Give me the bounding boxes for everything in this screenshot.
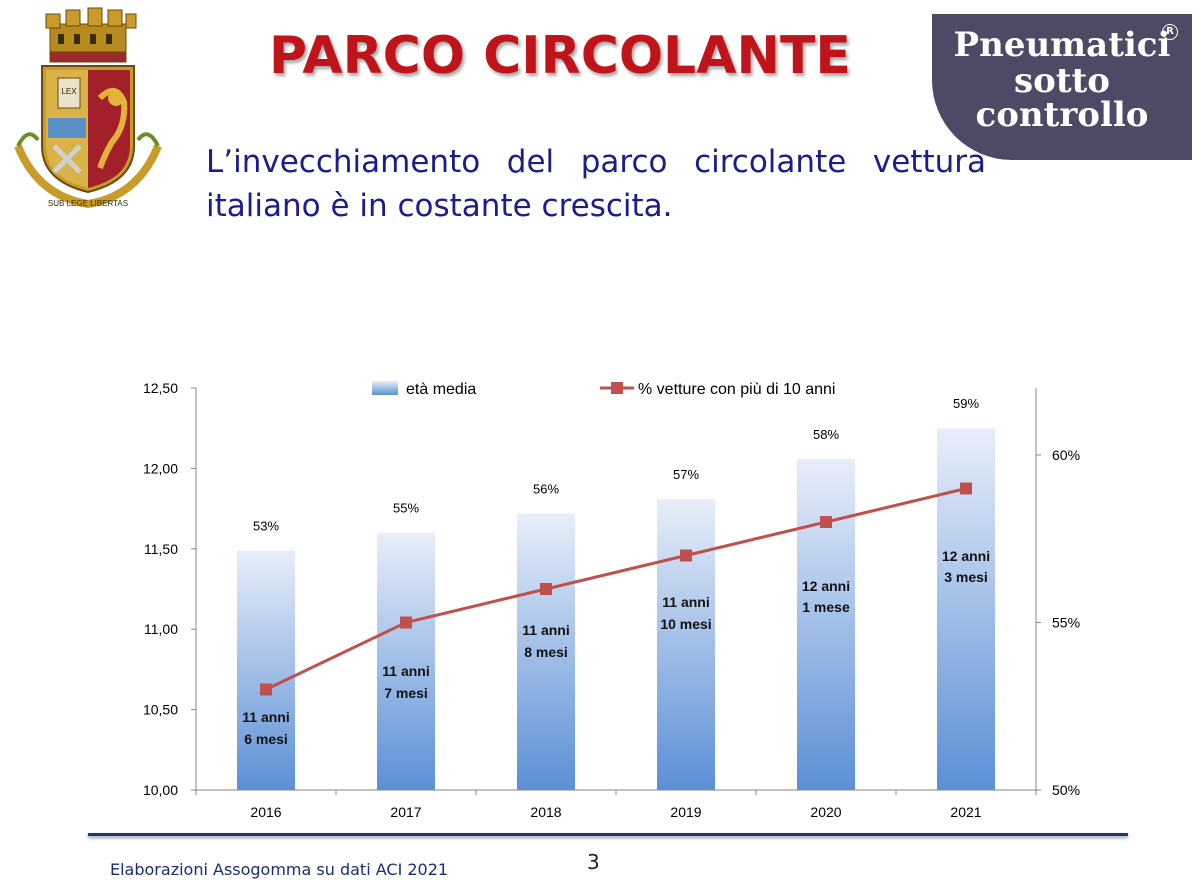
x-tick-label: 2016 bbox=[250, 804, 281, 820]
percent-data-label: 58% bbox=[813, 427, 839, 442]
source-note: Elaborazioni Assogomma su dati ACI 2021 bbox=[110, 860, 449, 879]
slide-subtitle: L’invecchiamento del parco circolante ve… bbox=[206, 144, 986, 224]
y-left-tick-label: 10,00 bbox=[143, 782, 178, 798]
bar-eta-media bbox=[237, 550, 295, 790]
bar-eta-media bbox=[377, 532, 435, 790]
x-tick-label: 2019 bbox=[670, 804, 701, 820]
x-tick-label: 2018 bbox=[530, 804, 561, 820]
x-tick-label: 2020 bbox=[810, 804, 841, 820]
line-point-marker bbox=[820, 516, 832, 528]
age-chart: 10,00 10,50 11,00 11,50 12,00 12,50 50% 55% 60% 2… bbox=[143, 380, 1080, 820]
bar-eta-media bbox=[797, 458, 855, 790]
bar-eta-media bbox=[937, 428, 995, 790]
y-left-tick-label: 10,50 bbox=[143, 702, 178, 718]
percent-data-label: 59% bbox=[953, 396, 979, 411]
age-data-label-years: 12 anni bbox=[942, 548, 990, 564]
legend-line-marker bbox=[611, 382, 623, 394]
brand-logo: Pneumatici sotto controllo R bbox=[932, 14, 1192, 160]
x-tick-label: 2017 bbox=[390, 804, 421, 820]
line-point-marker bbox=[260, 683, 272, 696]
footer-divider bbox=[88, 833, 1128, 836]
y-right-tick-label: 55% bbox=[1052, 615, 1080, 631]
line-point-marker bbox=[680, 549, 692, 562]
percent-data-label: 55% bbox=[393, 501, 419, 516]
y-left-tick-label: 12,00 bbox=[143, 460, 178, 476]
age-data-label-months: 6 mesi bbox=[244, 731, 288, 747]
crown-icon bbox=[45, 7, 137, 63]
age-data-label-years: 11 anni bbox=[662, 594, 709, 610]
shield-icon: LEX bbox=[41, 65, 135, 194]
brand-line-2: sotto bbox=[1014, 61, 1110, 101]
percent-data-label: 56% bbox=[533, 481, 559, 496]
age-data-label-months: 7 mesi bbox=[384, 685, 428, 701]
slide-title: PARCO CIRCOLANTE bbox=[269, 26, 851, 86]
line-percent-over-10 bbox=[265, 487, 967, 691]
age-data-label-months: 8 mesi bbox=[524, 644, 568, 660]
y-left-tick-label: 11,00 bbox=[144, 621, 178, 637]
legend-bar-swatch bbox=[372, 381, 398, 395]
age-data-label-months: 10 mesi bbox=[660, 616, 711, 632]
line-point-marker bbox=[960, 482, 972, 495]
y-left-tick-label: 11,50 bbox=[144, 541, 178, 557]
age-data-label-years: 11 anni bbox=[382, 663, 429, 679]
x-tick-label: 2021 bbox=[950, 804, 981, 820]
legend-bar-label: età media bbox=[406, 381, 476, 398]
brand-line-3: controllo bbox=[975, 95, 1149, 135]
line-point-marker bbox=[540, 583, 552, 595]
percent-data-label: 53% bbox=[253, 518, 279, 533]
age-data-label-years: 11 anni bbox=[242, 709, 289, 725]
bar-eta-media bbox=[517, 513, 575, 790]
line-point-marker bbox=[400, 616, 412, 629]
y-right-tick-label: 50% bbox=[1052, 782, 1080, 798]
crest-motto: SUB LEGE LIBERTAS bbox=[48, 199, 128, 208]
page-number: 3 bbox=[587, 850, 600, 874]
brand-line-1: Pneumatici bbox=[953, 25, 1171, 65]
bar-eta-media bbox=[657, 498, 715, 790]
age-data-label-years: 11 anni bbox=[522, 622, 569, 638]
police-crest-logo: LEX SUB LEGE LIBERTAS bbox=[14, 7, 162, 209]
legend-line-label: % vetture con più di 10 anni bbox=[638, 381, 835, 398]
percent-data-label: 57% bbox=[673, 467, 699, 482]
y-right-tick-label: 60% bbox=[1052, 447, 1080, 463]
registered-mark-icon: R bbox=[1162, 24, 1178, 40]
y-left-tick-label: 12,50 bbox=[143, 380, 178, 396]
crest-book-text: LEX bbox=[61, 87, 77, 96]
age-data-label-years: 12 anni bbox=[802, 578, 850, 594]
age-data-label-months: 1 mese bbox=[802, 599, 850, 615]
age-data-label-months: 3 mesi bbox=[944, 569, 988, 585]
